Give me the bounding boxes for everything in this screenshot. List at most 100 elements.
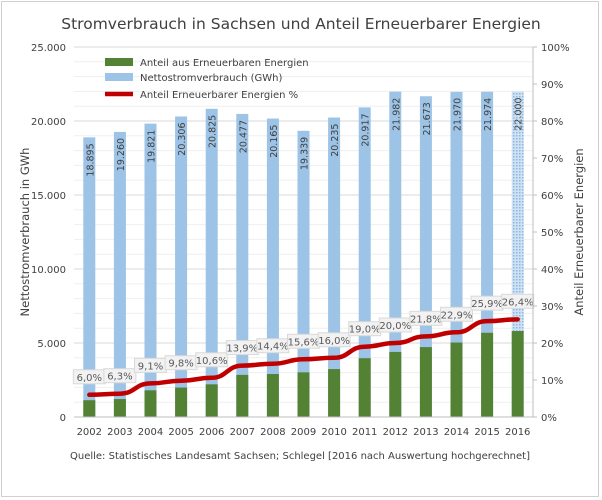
x-tick-label: 2006 bbox=[199, 427, 224, 438]
y2-tick-label: 0% bbox=[541, 413, 557, 424]
total-bar bbox=[205, 108, 218, 417]
y2-tick-label: 100% bbox=[541, 43, 570, 54]
y2-tick-label: 70% bbox=[541, 154, 563, 165]
share-label: 22,9% bbox=[441, 310, 473, 321]
share-label: 13,9% bbox=[226, 344, 258, 355]
x-tick-label: 2013 bbox=[413, 427, 438, 438]
total-bar bbox=[236, 113, 249, 417]
share-label: 15,6% bbox=[288, 337, 320, 348]
legend-swatch-total bbox=[105, 73, 133, 81]
total-bar-label: 20.165 bbox=[269, 125, 280, 158]
x-tick-label: 2005 bbox=[168, 427, 193, 438]
total-bar bbox=[450, 91, 463, 418]
share-label-box bbox=[103, 368, 137, 384]
total-bar-label: 20.306 bbox=[177, 122, 188, 155]
share-label: 9,8% bbox=[168, 359, 193, 370]
y-tick-label: 5.000 bbox=[37, 339, 66, 350]
x-tick-label: 2003 bbox=[107, 427, 132, 438]
legend-swatch-renewable bbox=[105, 58, 133, 66]
x-tick-label: 2009 bbox=[291, 427, 316, 438]
total-bar-label: 19.821 bbox=[147, 130, 158, 163]
legend-label-renewable: Anteil aus Erneuerbaren Energien bbox=[140, 58, 309, 69]
share-label: 25,9% bbox=[471, 299, 503, 310]
x-tick-label: 2014 bbox=[444, 427, 469, 438]
renewable-bar bbox=[83, 400, 96, 417]
renewable-bar bbox=[358, 358, 371, 417]
total-bar-label: 21.982 bbox=[391, 98, 402, 131]
share-label-box bbox=[501, 293, 535, 309]
y-tick-label: 10.000 bbox=[31, 265, 66, 276]
y2-tick-label: 10% bbox=[541, 376, 563, 387]
total-bar-label: 20.825 bbox=[208, 115, 219, 148]
y2-tick-label: 80% bbox=[541, 117, 563, 128]
x-tick-label: 2002 bbox=[77, 427, 102, 438]
renewable-share-line bbox=[87, 317, 520, 398]
renewable-bar bbox=[236, 374, 249, 417]
share-label: 14,4% bbox=[257, 342, 289, 353]
share-label: 20,0% bbox=[379, 321, 411, 332]
y2-tick-label: 50% bbox=[541, 228, 563, 239]
y-tick-label: 15.000 bbox=[31, 191, 66, 202]
renewable-bar bbox=[389, 351, 402, 417]
y-axis-label: Nettostromverbrauch in GWh bbox=[18, 148, 32, 317]
total-bar bbox=[83, 137, 96, 417]
renewable-bar bbox=[481, 332, 494, 417]
x-tick-label: 2011 bbox=[352, 427, 377, 438]
total-bar bbox=[389, 91, 402, 418]
total-bar-label: 20.477 bbox=[238, 120, 249, 153]
legend-label-share: Anteil Erneuerbarer Energien % bbox=[140, 90, 298, 101]
renewable-bar bbox=[144, 390, 157, 417]
y2-axis-label: Anteil Erneuerbarer Energien bbox=[572, 148, 586, 315]
share-label-box bbox=[440, 306, 473, 322]
renewable-bar bbox=[419, 347, 432, 417]
total-bar-label: 20.917 bbox=[361, 113, 372, 146]
y2-tick-label: 90% bbox=[541, 80, 563, 91]
share-label: 9,1% bbox=[138, 361, 163, 372]
share-label: 21,8% bbox=[410, 314, 442, 325]
share-label: 19,0% bbox=[349, 325, 381, 336]
total-bar bbox=[358, 107, 371, 417]
x-tick-label: 2016 bbox=[505, 427, 530, 438]
share-label: 16,0% bbox=[318, 336, 350, 347]
x-tick-label: 2004 bbox=[138, 427, 163, 438]
y-tick-label: 20.000 bbox=[31, 117, 66, 128]
total-bar-label: 21.673 bbox=[422, 102, 433, 135]
total-bar bbox=[175, 116, 188, 418]
share-label-box bbox=[195, 352, 229, 368]
total-bar bbox=[144, 123, 157, 417]
renewable-bar bbox=[113, 399, 126, 417]
x-tick-label: 2010 bbox=[321, 427, 346, 438]
legend-label-total: Nettostromverbrauch (GWh) bbox=[140, 73, 282, 84]
share-label: 6,0% bbox=[77, 373, 102, 384]
total-bar-label: 21.974 bbox=[483, 98, 494, 131]
total-bar bbox=[266, 118, 279, 418]
x-tick-label: 2015 bbox=[474, 427, 499, 438]
total-bar-label: 18.895 bbox=[85, 143, 96, 176]
renewable-bar bbox=[266, 374, 279, 417]
y2-tick-label: 30% bbox=[541, 302, 563, 313]
renewable-bar bbox=[511, 331, 524, 417]
renewable-bar bbox=[175, 387, 188, 417]
y2-tick-label: 40% bbox=[541, 265, 563, 276]
share-label: 10,6% bbox=[196, 356, 228, 367]
x-tick-label: 2007 bbox=[230, 427, 255, 438]
total-bar bbox=[113, 131, 126, 417]
y-tick-label: 25.000 bbox=[31, 43, 66, 54]
renewable-bar bbox=[450, 342, 463, 417]
share-label-box bbox=[317, 332, 351, 348]
legend: Anteil aus Erneuerbaren Energien Nettostr… bbox=[105, 58, 309, 101]
renewable-bar bbox=[328, 369, 341, 417]
x-tick-label: 2012 bbox=[383, 427, 408, 438]
renewable-bar bbox=[297, 372, 310, 417]
total-bar-label: 21.970 bbox=[453, 98, 464, 131]
source-note: Quelle: Statistisches Landesamt Sachsen;… bbox=[70, 451, 530, 462]
renewable-bar bbox=[205, 384, 218, 417]
x-tick-label: 2008 bbox=[260, 427, 285, 438]
share-label: 6,3% bbox=[107, 372, 132, 383]
share-label: 26,4% bbox=[502, 297, 534, 308]
total-bar-label: 19.339 bbox=[300, 137, 311, 170]
total-bar-label: 20.235 bbox=[330, 124, 341, 157]
total-bar-label: 19.260 bbox=[116, 138, 127, 171]
